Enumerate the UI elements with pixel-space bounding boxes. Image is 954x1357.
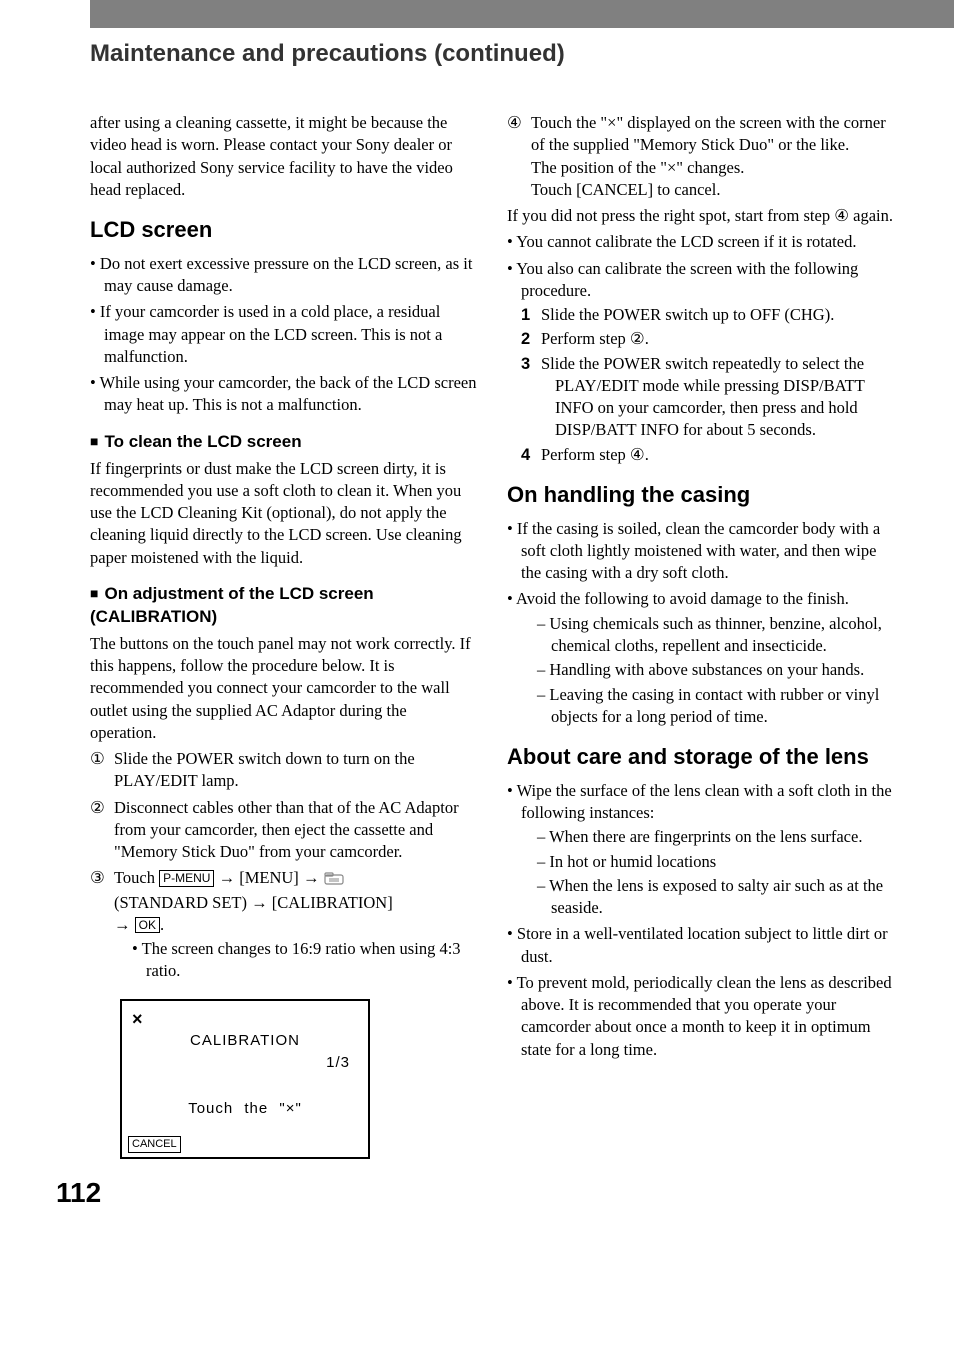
alt-procedure: 1Slide the POWER switch up to OFF (CHG).… — [521, 304, 894, 466]
circled-2-icon: ② — [90, 797, 110, 864]
ok-button: OK — [135, 917, 160, 933]
text: Slide the POWER switch up to OFF (CHG). — [555, 304, 834, 326]
lens-heading: About care and storage of the lens — [507, 742, 894, 772]
step-3: ③ Touch P-MENU → [MENU] → (STANDARD SET)… — [90, 867, 477, 984]
list-item: Do not exert excessive pressure on the L… — [90, 253, 477, 298]
casing-heading: On handling the casing — [507, 480, 894, 510]
list-item: Wipe the surface of the lens clean with … — [507, 780, 894, 920]
list-item: If your camcorder is used in a cold plac… — [90, 301, 477, 368]
casing-dashes: Using chemicals such as thinner, benzine… — [521, 613, 894, 728]
text: Wipe the surface of the lens clean with … — [517, 781, 892, 822]
calib-heading: On adjustment of the LCD screen (CALIBRA… — [90, 583, 477, 629]
list-item: You also can calibrate the screen with t… — [507, 258, 894, 466]
calib-notes: You cannot calibrate the LCD screen if i… — [507, 231, 894, 466]
screen-title: CALIBRATION — [122, 1031, 368, 1051]
list-item: Using chemicals such as thinner, benzine… — [537, 613, 894, 658]
clean-heading: To clean the LCD screen — [90, 431, 477, 454]
step-1: ① Slide the POWER switch down to turn on… — [90, 748, 477, 793]
list-item: When there are fingerprints on the lens … — [537, 826, 894, 848]
step-text: Slide the POWER switch down to turn on t… — [114, 748, 477, 793]
list-item: While using your camcorder, the back of … — [90, 372, 477, 417]
proc-2: 2Perform step ②. — [535, 328, 894, 350]
page-number: 112 — [56, 1177, 954, 1209]
lens-dashes: When there are fingerprints on the lens … — [521, 826, 894, 919]
arrow-icon: → — [251, 893, 268, 912]
list-item: Avoid the following to avoid damage to t… — [507, 588, 894, 728]
text: Perform step ②. — [555, 328, 649, 350]
list-item: Store in a well-ventilated location subj… — [507, 923, 894, 968]
text: You also can calibrate the screen with t… — [516, 259, 858, 300]
text: Touch — [114, 868, 159, 887]
list-item: When the lens is exposed to salty air su… — [537, 875, 894, 920]
calib-para: The buttons on the touch panel may not w… — [90, 633, 477, 744]
text: Perform step ④. — [555, 444, 649, 466]
proc-1: 1Slide the POWER switch up to OFF (CHG). — [535, 304, 894, 326]
left-column: after using a cleaning cassette, it migh… — [90, 108, 477, 1159]
header-bar — [90, 0, 954, 28]
list-item: Leaving the casing in contact with rubbe… — [537, 684, 894, 729]
pmenu-button: P-MENU — [159, 870, 214, 886]
casing-bullets: If the casing is soiled, clean the camco… — [507, 518, 894, 728]
step-4: ④ Touch the "×" displayed on the screen … — [507, 112, 894, 201]
calib-steps: ① Slide the POWER switch down to turn on… — [90, 748, 477, 985]
screen-instruction: Touch the "×" — [122, 1099, 368, 1119]
standard-set-label: (STANDARD SET) — [114, 893, 247, 912]
clean-para: If fingerprints or dust make the LCD scr… — [90, 458, 477, 569]
step-2: ② Disconnect cables other than that of t… — [90, 797, 477, 864]
step-text: Touch P-MENU → [MENU] → (STANDARD SET) →… — [114, 867, 477, 984]
retry-para: If you did not press the right spot, sta… — [507, 205, 894, 227]
right-column: ④ Touch the "×" displayed on the screen … — [507, 108, 894, 1159]
screen-count: 1/3 — [326, 1053, 350, 1073]
arrow-icon: → — [303, 868, 320, 887]
text: Touch the "×" displayed on the screen wi… — [531, 113, 886, 154]
intro-para: after using a cleaning cassette, it migh… — [90, 112, 477, 201]
content-area: after using a cleaning cassette, it migh… — [0, 68, 954, 1159]
step-text: Disconnect cables other than that of the… — [114, 797, 477, 864]
circled-4-icon: ④ — [507, 112, 527, 201]
calibration-screen: × CALIBRATION 1/3 Touch the "×" CANCEL — [120, 999, 370, 1159]
text: Avoid the following to avoid damage to t… — [516, 589, 849, 608]
menu-label: [MENU] — [239, 868, 299, 887]
list-item: If the casing is soiled, clean the camco… — [507, 518, 894, 585]
text: The position of the "×" changes. — [531, 158, 744, 177]
cancel-button: CANCEL — [128, 1136, 181, 1153]
lcd-heading: LCD screen — [90, 215, 477, 245]
list-item: In hot or humid locations — [537, 851, 894, 873]
proc-3: 3Slide the POWER switch repeatedly to se… — [535, 353, 894, 442]
step-4-item: ④ Touch the "×" displayed on the screen … — [507, 112, 894, 201]
arrow-icon: → — [114, 915, 131, 934]
calibration-label: [CALIBRATION] — [272, 893, 393, 912]
arrow-icon: → — [219, 868, 236, 887]
circled-1-icon: ① — [90, 748, 110, 793]
circled-3-icon: ③ — [90, 867, 110, 984]
list-item: The screen changes to 16:9 ratio when us… — [132, 938, 477, 983]
list-item: You cannot calibrate the LCD screen if i… — [507, 231, 894, 253]
text: Slide the POWER switch repeatedly to sel… — [555, 353, 894, 442]
proc-4: 4Perform step ④. — [535, 444, 894, 466]
text: Touch [CANCEL] to cancel. — [531, 180, 720, 199]
lens-bullets: Wipe the surface of the lens clean with … — [507, 780, 894, 1061]
section-title: Maintenance and precautions (continued) — [90, 40, 954, 68]
step-text: Touch the "×" displayed on the screen wi… — [531, 112, 894, 201]
lcd-bullets: Do not exert excessive pressure on the L… — [90, 253, 477, 417]
list-item: Handling with above substances on your h… — [537, 659, 894, 681]
settings-folder-icon — [324, 869, 344, 891]
step3-note: The screen changes to 16:9 ratio when us… — [114, 938, 477, 983]
list-item: To prevent mold, periodically clean the … — [507, 972, 894, 1061]
calibration-target-x: × — [132, 1007, 144, 1031]
